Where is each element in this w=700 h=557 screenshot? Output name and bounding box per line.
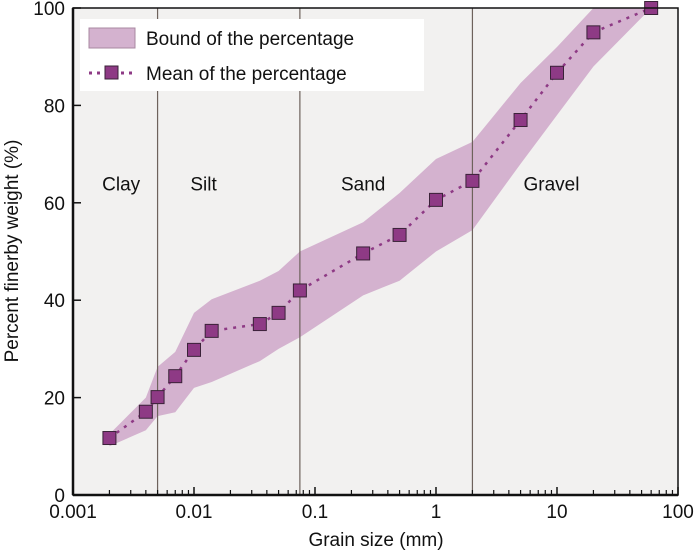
x-tick-label: 10 xyxy=(546,502,567,523)
legend-label-mean: Mean of the percentage xyxy=(146,64,347,85)
mean-marker xyxy=(392,227,407,242)
mean-marker xyxy=(550,65,564,80)
x-tick-label: 0.1 xyxy=(302,502,328,523)
x-tick-label: 100 xyxy=(662,502,694,523)
region-label-silt: Silt xyxy=(190,174,217,195)
y-tick-label: 0 xyxy=(54,486,65,507)
region-label-clay: Clay xyxy=(102,174,141,195)
mean-marker xyxy=(586,25,601,40)
region-label-sand: Sand xyxy=(341,174,385,195)
x-tick-label: 1 xyxy=(431,502,442,523)
legend-mean-marker xyxy=(104,65,119,80)
mean-marker xyxy=(356,246,371,261)
mean-marker xyxy=(138,404,153,419)
y-tick-label: 100 xyxy=(33,0,65,20)
mean-marker xyxy=(429,192,443,207)
y-axis-label: Percent finerby weight (%) xyxy=(2,140,23,363)
y-tick-label: 40 xyxy=(44,291,65,312)
x-tick-label: 0.01 xyxy=(176,502,213,523)
mean-marker xyxy=(168,369,183,384)
mean-marker xyxy=(150,390,165,405)
mean-marker xyxy=(204,323,219,338)
mean-marker xyxy=(187,342,201,357)
y-tick-label: 80 xyxy=(44,96,65,117)
x-axis-label: Grain size (mm) xyxy=(308,530,443,551)
mean-marker xyxy=(271,305,286,320)
mean-marker xyxy=(292,283,307,298)
mean-marker xyxy=(513,113,528,128)
mean-marker xyxy=(102,431,117,446)
legend: Bound of the percentage Mean of the perc… xyxy=(80,19,424,91)
mean-marker xyxy=(465,173,480,188)
x-tick-label: 0.001 xyxy=(49,502,97,523)
legend-label-bound: Bound of the percentage xyxy=(146,29,354,50)
region-label-gravel: Gravel xyxy=(523,174,579,195)
legend-band-swatch xyxy=(88,27,136,49)
y-tick-label: 20 xyxy=(44,389,65,410)
y-tick-label: 60 xyxy=(44,194,65,215)
legend-box xyxy=(80,19,424,91)
mean-marker xyxy=(252,317,267,332)
